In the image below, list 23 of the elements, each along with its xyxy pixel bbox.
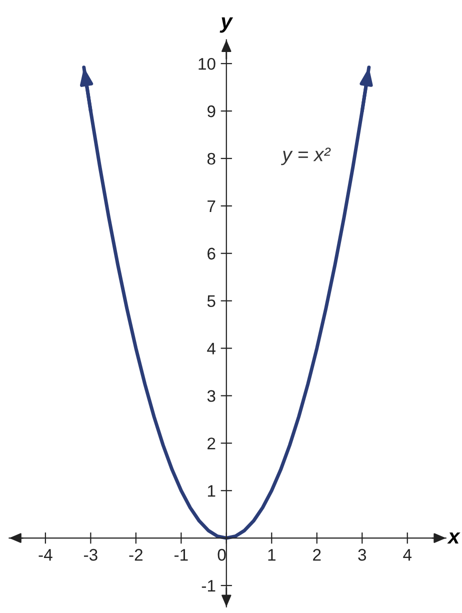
y-tick-label: 5: [207, 295, 216, 308]
x-tick-label: -1: [174, 549, 188, 561]
x-tick-label: -2: [129, 548, 142, 561]
x-tick-label: -3: [84, 548, 98, 561]
y-tick-label: 8: [207, 152, 216, 165]
x-axis-title: x: [447, 532, 460, 544]
annotation: y = x²: [281, 148, 331, 166]
x-tick-label: 0: [218, 548, 226, 561]
y-tick-label: 10: [198, 58, 216, 70]
x-tick-label: 1: [268, 549, 276, 561]
y-tick-label: 9: [208, 105, 216, 118]
y-axis-title: y: [220, 17, 234, 33]
x-tick-label: 2: [313, 548, 321, 561]
y-tick-label: 7: [208, 200, 216, 212]
y-tick-label: 2: [208, 438, 216, 450]
y-tick-label: 4: [207, 342, 216, 354]
y-tick-label: 6: [208, 248, 216, 260]
x-tick-label: 3: [358, 548, 366, 561]
y-tick-label: 3: [207, 390, 216, 402]
x-tick-label: -4: [38, 549, 52, 561]
y-tick-label: -1: [202, 580, 216, 592]
y-tick-label: 1: [208, 485, 216, 497]
x-tick-label: 4: [403, 549, 412, 561]
